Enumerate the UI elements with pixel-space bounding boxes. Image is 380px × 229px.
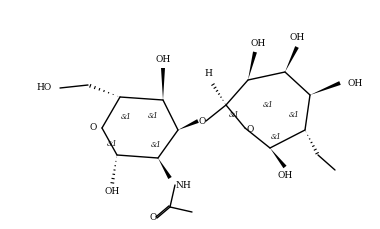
Polygon shape bbox=[161, 68, 165, 100]
Text: HO: HO bbox=[37, 84, 52, 93]
Text: &1: &1 bbox=[271, 133, 281, 141]
Polygon shape bbox=[248, 52, 257, 80]
Text: &1: &1 bbox=[229, 111, 239, 119]
Text: &1: &1 bbox=[263, 101, 273, 109]
Polygon shape bbox=[285, 46, 299, 72]
Text: H: H bbox=[204, 69, 212, 79]
Text: &1: &1 bbox=[289, 111, 299, 119]
Polygon shape bbox=[178, 119, 199, 130]
Text: OH: OH bbox=[277, 172, 293, 180]
Text: &1: &1 bbox=[147, 112, 158, 120]
Polygon shape bbox=[310, 81, 341, 95]
Text: &1: &1 bbox=[120, 113, 131, 121]
Text: OH: OH bbox=[105, 188, 120, 196]
Text: O: O bbox=[89, 123, 97, 133]
Text: O: O bbox=[246, 125, 254, 134]
Text: OH: OH bbox=[155, 55, 171, 63]
Text: OH: OH bbox=[250, 38, 266, 47]
Text: &1: &1 bbox=[107, 140, 117, 148]
Polygon shape bbox=[270, 148, 287, 168]
Text: OH: OH bbox=[348, 79, 363, 87]
Text: O: O bbox=[150, 213, 157, 223]
Text: O: O bbox=[198, 117, 206, 125]
Text: &1: &1 bbox=[150, 141, 162, 149]
Polygon shape bbox=[158, 158, 172, 179]
Text: OH: OH bbox=[290, 33, 305, 43]
Text: NH: NH bbox=[175, 180, 191, 190]
